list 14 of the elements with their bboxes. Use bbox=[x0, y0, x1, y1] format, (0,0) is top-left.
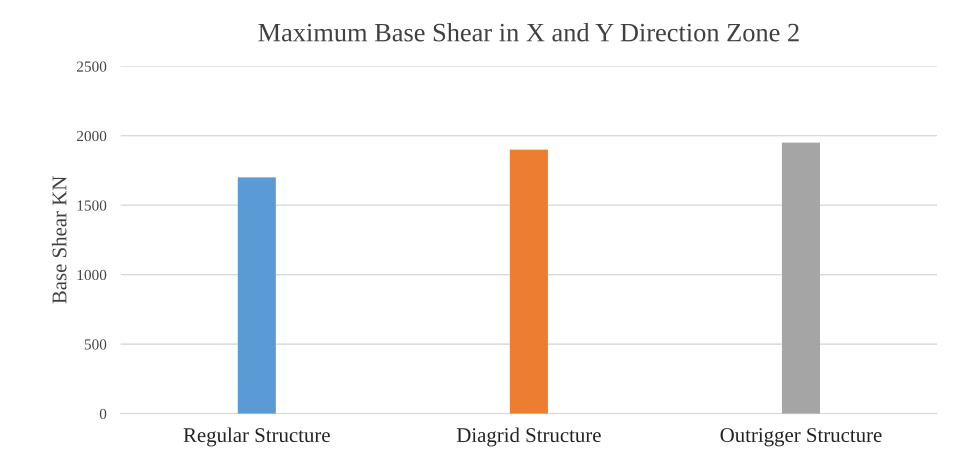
x-tick-label: Outrigger Structure bbox=[720, 428, 882, 446]
bar bbox=[238, 177, 276, 414]
x-tick-label: Regular Structure bbox=[184, 427, 330, 446]
y-tick-label: 500 bbox=[84, 339, 106, 350]
chart-title: Maximum Base Shear in X and Y Direction Zone 2 bbox=[258, 22, 799, 42]
y-tick-label: 2000 bbox=[76, 130, 106, 142]
bar bbox=[510, 150, 548, 414]
bar bbox=[782, 142, 820, 414]
y-axis-title: Base Shear KN bbox=[52, 176, 67, 304]
y-tick-label: 0 bbox=[100, 408, 106, 420]
x-tick-label: Diagrid Structure bbox=[456, 427, 601, 446]
y-tick-label: 1500 bbox=[78, 200, 106, 211]
y-tick-label: 2500 bbox=[76, 61, 106, 72]
y-tick-label: 1000 bbox=[78, 270, 106, 280]
